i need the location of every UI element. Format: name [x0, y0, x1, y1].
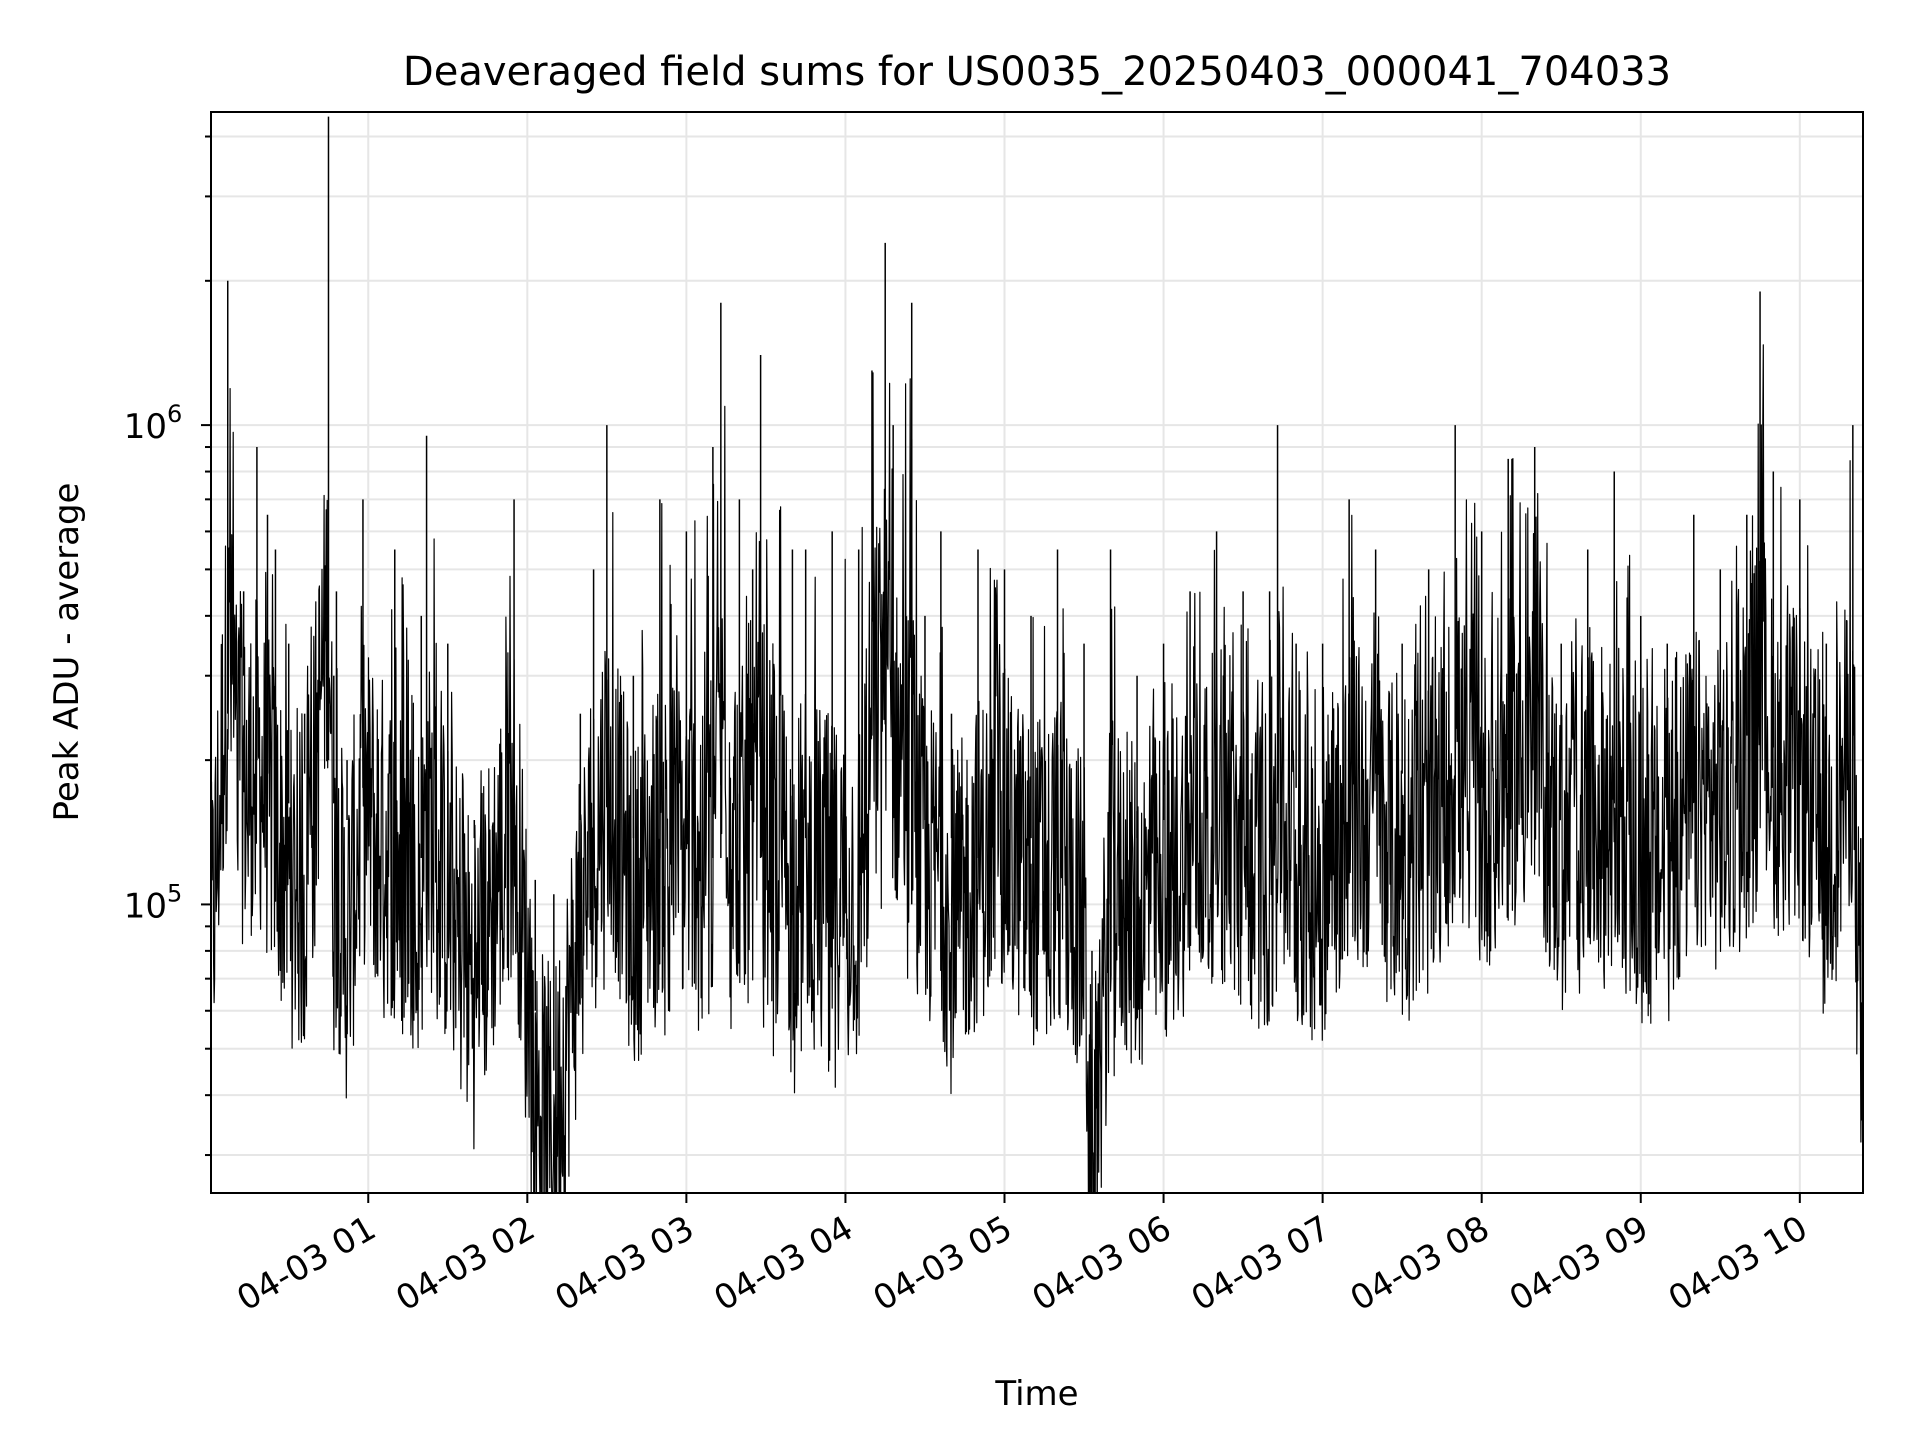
y-tick-label: 106: [124, 400, 183, 447]
series-line: [211, 344, 1863, 1193]
y-tick-label: 105: [124, 879, 183, 926]
y-axis-label: Peak ADU - average: [47, 483, 87, 822]
axes-frame: [210, 111, 1864, 1194]
y-tick-label-base: 10: [124, 886, 167, 926]
y-tick-label-exponent: 5: [167, 879, 182, 907]
plot-area: [211, 116, 1863, 1193]
series-line-group: [211, 116, 1863, 1193]
chart-title: Deaveraged field sums for US0035_2025040…: [403, 49, 1671, 95]
x-axis-label: Time: [994, 1374, 1078, 1414]
y-tick-label-exponent: 6: [167, 400, 182, 428]
y-tick-label-base: 10: [124, 407, 167, 447]
